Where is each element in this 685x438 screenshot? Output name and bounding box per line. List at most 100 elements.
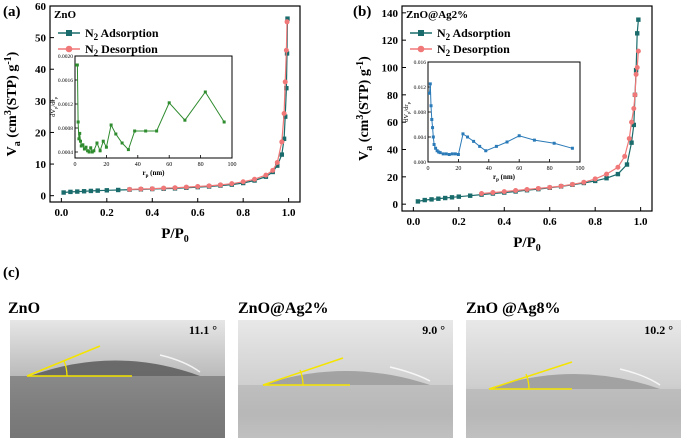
x-tick-label: 0.6 <box>191 207 205 219</box>
data-point <box>252 176 258 182</box>
y-tick-label: 80 <box>387 90 399 102</box>
data-point <box>279 152 285 157</box>
data-point <box>467 193 473 198</box>
inset-data-point <box>466 135 470 139</box>
data-point <box>635 48 641 54</box>
y-axis-label: Va (cm3(STP) g-1) <box>355 56 375 161</box>
data-point <box>104 188 110 193</box>
chart-a: 0.0 0.2 0.4 0.6 0.8 1.0 0 10 20 30 40 50 60 P/P0 Va (c… <box>3 1 301 245</box>
inset-data-point <box>430 118 434 121</box>
data-point <box>183 184 189 190</box>
data-point <box>635 31 640 36</box>
data-point <box>195 184 201 190</box>
y-axis-label: Va (cm3(STP) g-1) <box>3 51 23 156</box>
angle-arc <box>299 369 304 386</box>
data-point <box>138 186 144 192</box>
chart-title: ZnO <box>54 9 76 21</box>
data-point <box>429 197 434 202</box>
data-point <box>274 159 280 165</box>
inset-data-point <box>95 141 99 145</box>
data-point <box>217 182 223 188</box>
inset-data-point <box>76 120 80 124</box>
data-point <box>149 186 155 192</box>
inset-x-tick-label: 80 <box>198 162 204 168</box>
inset-y-tick-label: 0.004 <box>414 135 427 141</box>
data-point <box>513 188 519 193</box>
contact-angle-photo <box>466 320 681 438</box>
droplet-highlight <box>389 366 431 382</box>
legend-entry: N2 Adsorption <box>437 26 511 42</box>
y-tick-label: 20 <box>35 127 47 139</box>
data-point <box>281 110 287 116</box>
data-point <box>629 119 635 125</box>
x-tick-label: 0.0 <box>406 216 420 228</box>
angle-value: 9.0 ° <box>422 323 445 337</box>
x-tick-label: 0.4 <box>145 207 159 219</box>
x-tick-label: 0.8 <box>236 207 250 219</box>
inset-data-point <box>478 144 482 148</box>
inset-data-point <box>79 144 83 148</box>
inset-x-tick-label: 60 <box>516 166 522 172</box>
inset-data-point <box>429 104 433 108</box>
inset-data-point <box>84 145 88 149</box>
data-point <box>422 197 427 203</box>
data-point <box>75 189 80 194</box>
panel-label: (a) <box>3 4 21 20</box>
data-point <box>631 106 637 111</box>
inset-data-point <box>431 135 435 139</box>
data-point <box>285 16 290 21</box>
data-point <box>604 176 609 181</box>
data-point <box>592 176 598 182</box>
inset-data-point <box>167 101 171 105</box>
inset-x-tick-label: 20 <box>455 166 461 172</box>
data-point <box>442 195 448 201</box>
inset-data-point <box>434 146 438 150</box>
inset-data-point <box>144 129 148 133</box>
data-point <box>633 71 639 77</box>
data-point <box>283 47 289 53</box>
water-droplet <box>30 360 200 376</box>
inset-data-point <box>431 126 435 130</box>
data-point <box>569 181 575 187</box>
inset-y-tick-label: 0.0012 <box>58 102 73 108</box>
inset-data-point <box>78 139 82 143</box>
data-point <box>270 167 276 173</box>
legend-entry: N2 Desorption <box>437 42 510 58</box>
data-point <box>115 187 121 193</box>
inset-data-point <box>82 147 86 151</box>
y-tick-label: 40 <box>387 145 399 157</box>
data-point <box>636 17 641 22</box>
data-point <box>558 183 564 189</box>
data-point <box>622 153 628 159</box>
inset-data-point <box>77 137 81 141</box>
data-point <box>615 171 621 177</box>
data-point <box>263 172 269 178</box>
inset-x-tick-label: 0 <box>74 162 77 168</box>
panel-label: (c) <box>3 265 20 281</box>
data-point <box>547 184 553 190</box>
y-tick-label: 40 <box>35 64 47 76</box>
y-tick-label: 50 <box>35 33 47 45</box>
data-point <box>633 68 639 73</box>
inset-data-point <box>532 138 536 142</box>
x-tick-label: 0.4 <box>497 216 511 228</box>
contact-angle-photos: (c) ZnO 11.1 ° ZnO@Ag2% 9.0 ° ZnO @Ag8% 10.2 ° <box>3 265 681 438</box>
data-point <box>501 189 507 195</box>
inset-data-point <box>109 123 113 127</box>
inset-data-point <box>435 149 439 153</box>
inset-x-tick-label: 80 <box>547 166 553 172</box>
inset-series-line <box>429 83 573 156</box>
angle-value: 10.2 ° <box>644 323 673 337</box>
data-point <box>68 189 73 195</box>
y-tick-label: 100 <box>382 63 399 75</box>
legend-marker <box>417 45 425 53</box>
legend-marker <box>65 45 73 53</box>
water-droplet <box>488 374 660 389</box>
panel-label: (b) <box>353 4 371 20</box>
inset-y-tick-label: 0.012 <box>414 85 427 91</box>
droplet-highlight <box>619 368 661 386</box>
inset-y-tick-label: 0.016 <box>414 60 427 66</box>
inset-data-point <box>155 129 159 133</box>
x-tick-label: 0.2 <box>452 216 466 228</box>
inset-data-point <box>441 152 445 156</box>
